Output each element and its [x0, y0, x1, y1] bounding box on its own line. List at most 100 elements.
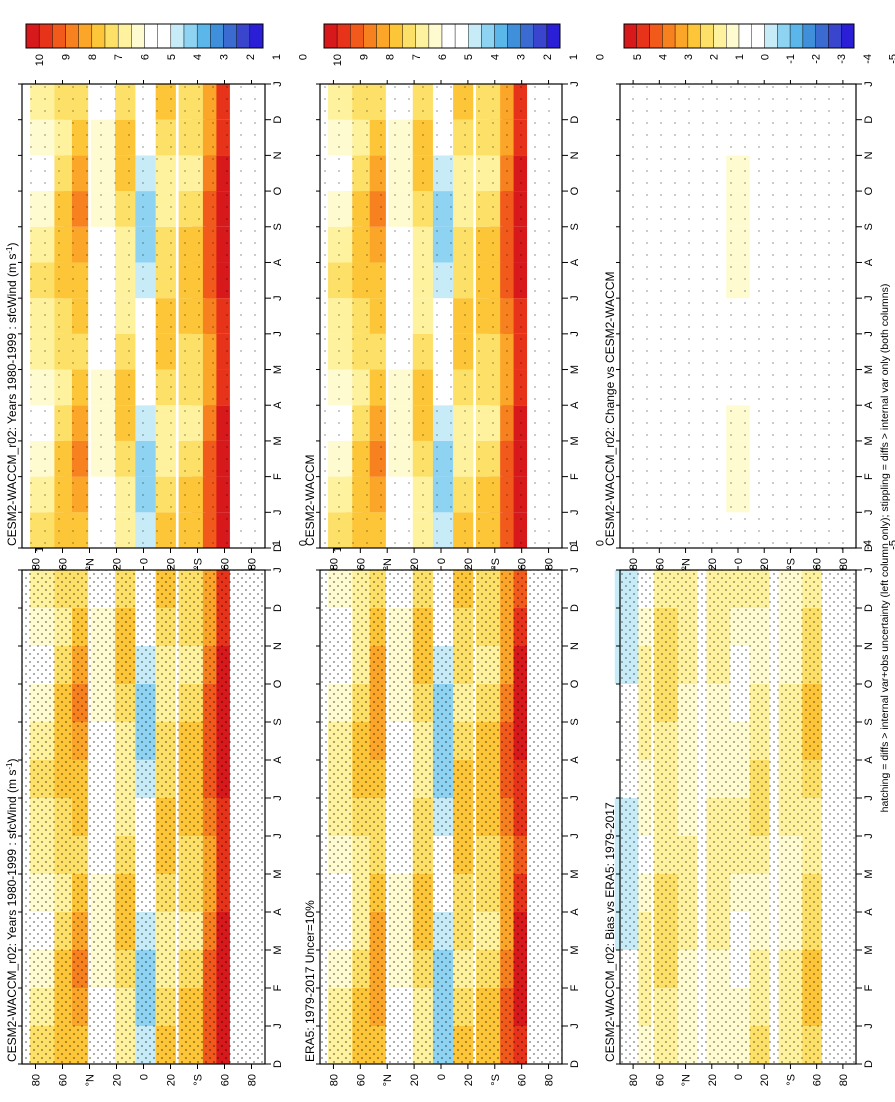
month-label: F: [863, 984, 875, 991]
month-label: A: [272, 756, 284, 764]
month-label: M: [863, 945, 875, 954]
colorbar-label: -4: [862, 54, 874, 64]
month-label: S: [569, 223, 581, 230]
colorbar-swatch: [521, 24, 534, 48]
colorbar-swatch: [224, 24, 237, 48]
lat-label: °N: [681, 558, 693, 570]
colorbar-label: 3: [516, 54, 528, 60]
colorbar-swatch: [650, 24, 663, 48]
lat-label: °S: [490, 558, 502, 570]
colorbar-label: 1: [734, 54, 746, 60]
month-label: D: [272, 604, 284, 612]
month-label: F: [272, 473, 284, 480]
lat-label: 80: [31, 558, 43, 570]
month-label: J: [569, 510, 581, 516]
month-label: M: [272, 945, 284, 954]
colorbar-label: 5: [463, 54, 475, 60]
colorbar-label: -2: [811, 54, 823, 64]
colorbar-swatch: [350, 24, 363, 48]
month-label: D: [569, 544, 581, 552]
month-label: D: [863, 544, 875, 552]
lat-label: °N: [681, 1074, 693, 1086]
colorbar-label: 10: [332, 54, 344, 66]
colorbar-label: 1: [271, 54, 283, 60]
lat-label: 80: [838, 558, 850, 570]
colorbar-swatch: [118, 24, 131, 48]
lat-label: 20: [166, 558, 178, 570]
colorbar-swatch: [777, 24, 790, 48]
panel-title: ERA5: 1979-2017 Uncer=10%: [303, 900, 317, 1062]
lat-label: 80: [247, 1074, 259, 1086]
panel-title-text: CESM2-WACCM: [303, 454, 317, 546]
panel-title-text: CESM2-WACCM_r02: Years 1980-1999 : sfcWi…: [5, 254, 19, 546]
panel-title: CESM2-WACCM_r02: Years 1980-1999 : sfcWi…: [5, 759, 20, 1062]
month-label: O: [863, 186, 875, 195]
lat-label: °N: [382, 558, 394, 570]
lat-label: 20: [759, 1074, 771, 1086]
lat-label: 60: [58, 1074, 70, 1086]
lat-label: 80: [544, 1074, 556, 1086]
lat-label: 20: [463, 558, 475, 570]
colorbar-label: 6: [140, 54, 152, 60]
panel-title: CESM2-WACCM_r02: Bias vs ERA5: 1979-2017: [603, 802, 617, 1062]
month-label: J: [569, 295, 581, 301]
stippling: [620, 84, 856, 548]
month-label: A: [863, 908, 875, 916]
colorbar-label: -5: [887, 54, 895, 64]
lat-label: 80: [838, 1074, 850, 1086]
lat-label: 20: [409, 1074, 421, 1086]
lat-label: 60: [654, 558, 666, 570]
lat-label: 20: [707, 1074, 719, 1086]
lat-label: 0: [436, 1074, 448, 1080]
month-label: A: [272, 401, 284, 409]
month-label: A: [863, 756, 875, 764]
month-label: J: [272, 567, 284, 573]
month-label: D: [863, 1060, 875, 1068]
month-label: N: [272, 642, 284, 650]
stippling: [22, 84, 265, 548]
month-label: A: [863, 258, 875, 266]
colorbar-label: 7: [113, 54, 125, 60]
month-label: O: [272, 186, 284, 195]
colorbar-label: 6: [437, 54, 449, 60]
month-label: J: [863, 331, 875, 337]
colorbar-label: 3: [683, 54, 695, 60]
panel-title-end: ): [5, 759, 19, 763]
month-label: M: [569, 436, 581, 445]
colorbar-swatch: [171, 24, 184, 48]
month-label: D: [272, 1060, 284, 1068]
lat-label: 0: [733, 1074, 745, 1080]
month-label: O: [569, 186, 581, 195]
month-label: A: [569, 401, 581, 409]
colorbar-swatch: [250, 24, 263, 48]
month-label: F: [272, 984, 284, 991]
colorbar-label: 2: [542, 54, 554, 60]
colorbar-swatch: [739, 24, 752, 48]
month-label: J: [569, 795, 581, 801]
month-label: A: [569, 258, 581, 266]
colorbar-swatch: [210, 24, 223, 48]
colorbar-swatch: [534, 24, 547, 48]
colorbar-label: 10: [34, 54, 46, 66]
colorbar-swatch: [184, 24, 197, 48]
panel-title-text: CESM2-WACCM_r02: Bias vs ERA5: 1979-2017: [603, 802, 617, 1062]
lat-label: 80: [628, 1074, 640, 1086]
colorbar-label: 0: [298, 54, 310, 60]
colorbar-swatch: [158, 24, 171, 48]
lat-label: 80: [628, 558, 640, 570]
lat-label: °S: [785, 558, 797, 570]
colorbar-label: 5: [166, 54, 178, 60]
lat-label: 60: [220, 558, 232, 570]
colorbar-swatch: [752, 24, 765, 48]
month-label: M: [272, 436, 284, 445]
month-label: O: [272, 679, 284, 688]
colorbar-swatch: [828, 24, 841, 48]
lat-label: 0: [733, 558, 745, 564]
lat-label: °N: [85, 1074, 97, 1086]
colorbar-label: 5: [632, 54, 644, 60]
stippling: [320, 84, 562, 548]
